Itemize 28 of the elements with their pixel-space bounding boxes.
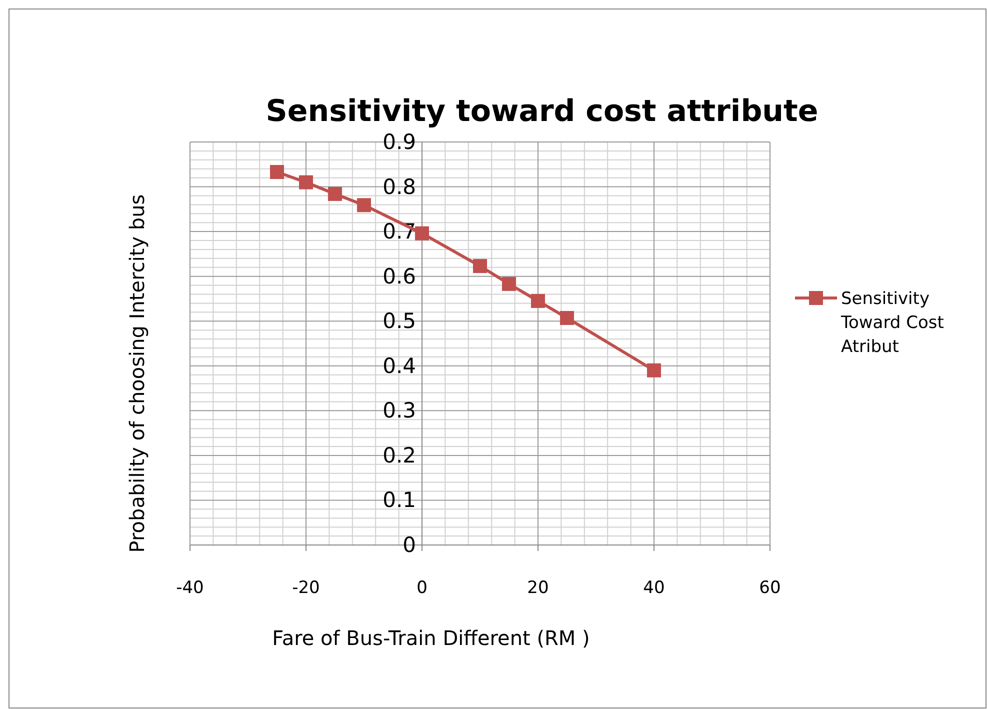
y-tick-label: 0.4 <box>382 354 416 378</box>
y-tick-label: 0.3 <box>382 398 416 423</box>
x-tick-label: 60 <box>759 578 781 598</box>
x-tick-label: 20 <box>527 578 549 598</box>
y-tick-label: 0.8 <box>382 174 416 199</box>
y-tick-label: 0.2 <box>382 443 416 468</box>
chart-title: Sensitivity toward cost attribute <box>266 94 818 129</box>
y-tick-label: 0 <box>402 533 416 557</box>
point <box>647 363 661 378</box>
x-axis-title: Fare of Bus-Train Different (RM ) <box>272 626 590 650</box>
point <box>473 259 487 274</box>
x-tick-label: 40 <box>643 578 665 598</box>
point <box>270 165 284 179</box>
y-axis-title: Probability of choosing Intercity bus <box>125 194 149 553</box>
point <box>357 198 371 212</box>
point <box>299 175 313 190</box>
point <box>415 226 429 240</box>
y-tick-label: 0.9 <box>382 130 416 154</box>
legend-label: Sensitivity Toward Cost Atribut <box>840 289 944 357</box>
y-tick-label: 0.5 <box>382 309 416 334</box>
point <box>328 186 342 201</box>
point <box>502 276 516 291</box>
x-tick-label: -20 <box>292 578 320 598</box>
y-tick-label: 0.1 <box>382 488 416 512</box>
x-tick-label: -40 <box>176 578 204 598</box>
point <box>531 294 545 308</box>
y-tick-label: 0.6 <box>382 264 416 288</box>
point <box>560 310 574 325</box>
